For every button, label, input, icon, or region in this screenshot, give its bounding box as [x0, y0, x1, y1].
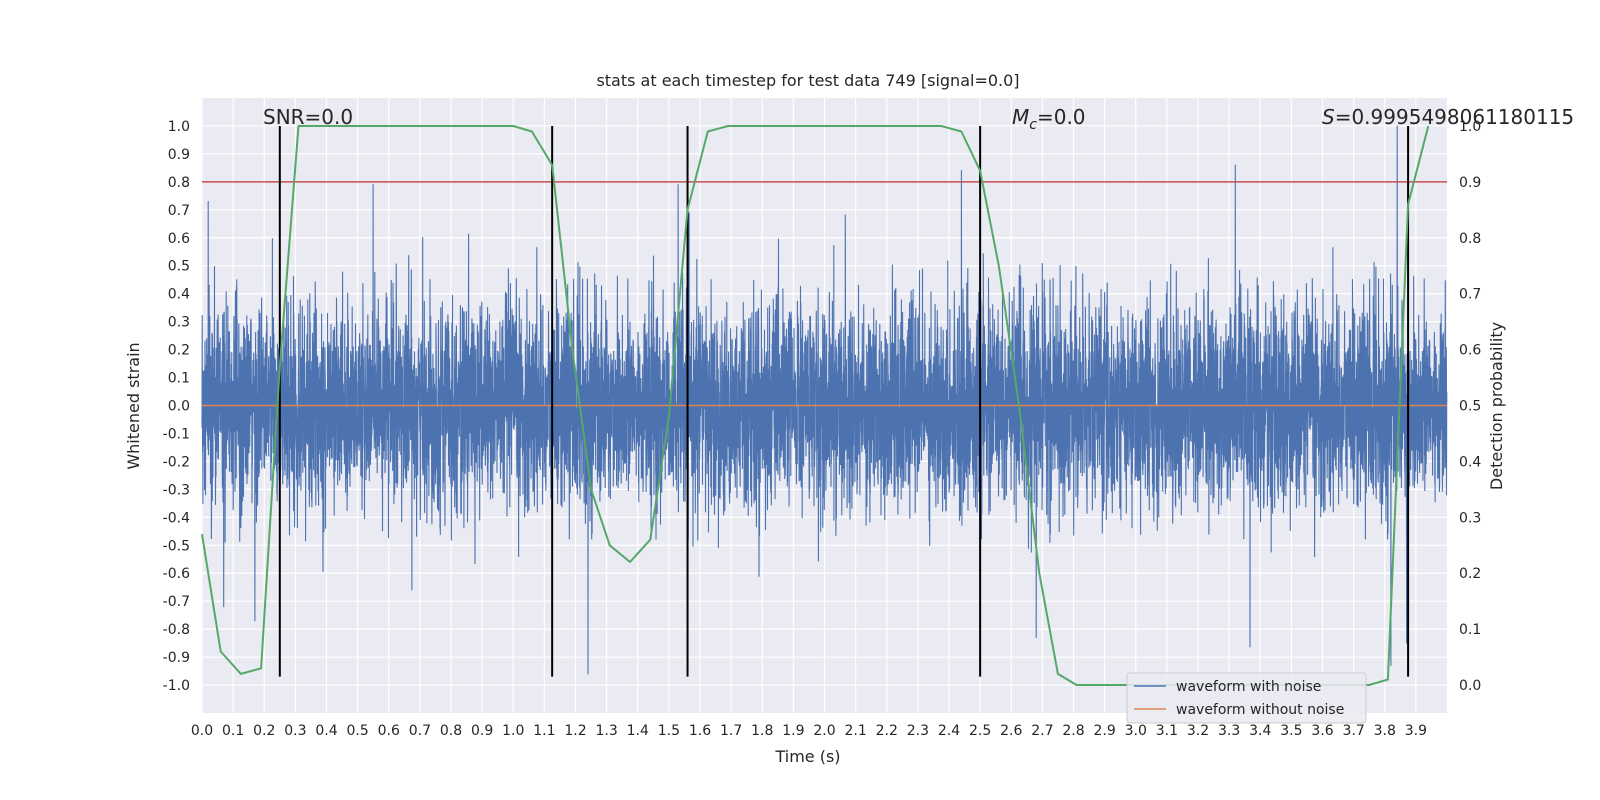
s-annotation: S=0.9995498061180115	[1322, 105, 1574, 129]
y-tick-label: 0.6	[168, 231, 190, 247]
x-tick-label: 2.9	[1093, 723, 1115, 739]
mc-subscript: c	[1029, 117, 1037, 133]
y-tick-label: 0.4	[168, 287, 190, 303]
series-waveform-with-noise	[201, 125, 1448, 675]
x-tick-label: 2.7	[1031, 723, 1053, 739]
mc-annotation: Mc=0.0	[1012, 105, 1086, 133]
x-tick-label: 3.9	[1405, 723, 1427, 739]
y-tick-label: 0.5	[168, 259, 190, 275]
x-tick-label: 2.1	[844, 723, 866, 739]
y2-tick-label: 0.6	[1459, 343, 1481, 359]
y-tick-label: 0.1	[168, 371, 190, 387]
y-tick-label: 0.2	[168, 343, 190, 359]
x-tick-label: 3.6	[1311, 723, 1333, 739]
x-tick-label: 3.3	[1218, 723, 1240, 739]
x-tick-label: 2.5	[969, 723, 991, 739]
y2-tick-label: 0.2	[1459, 566, 1481, 582]
y-tick-label: -0.5	[163, 538, 190, 554]
y2-tick-label: 0.8	[1459, 231, 1481, 247]
y-tick-label: -0.6	[163, 566, 190, 582]
x-tick-label: 2.8	[1062, 723, 1084, 739]
y-tick-label: 1.0	[168, 119, 190, 135]
y-tick-label: 0.0	[168, 399, 190, 415]
x-tick-label: 1.5	[658, 723, 680, 739]
x-tick-label: 1.3	[595, 723, 617, 739]
x-tick-label: 0.4	[315, 723, 337, 739]
x-axis-label: Time (s)	[774, 747, 840, 766]
legend-box	[1126, 672, 1367, 724]
x-tick-label: 1.2	[564, 723, 586, 739]
x-tick-label: 1.7	[720, 723, 742, 739]
legend-label-clean: waveform without noise	[1176, 702, 1344, 718]
x-tick-label: 3.2	[1187, 723, 1209, 739]
y2-tick-label: 0.9	[1459, 175, 1481, 191]
y2-tick-label: 0.0	[1459, 678, 1481, 694]
s-symbol: S	[1322, 105, 1335, 129]
y2-axis-ticks: 1.0 0.9 0.8 0.7 0.6 0.5 0.4 0.3 0.2 0.1 0.0	[1459, 119, 1481, 694]
x-tick-label: 0.0	[191, 723, 213, 739]
snr-annotation: SNR=0.0	[263, 105, 353, 129]
x-axis-ticks: 0.0 0.1 0.2 0.3 0.4 0.5 0.6 0.7 0.8 0.9 1.0 1.1 1.2 1…	[191, 723, 1427, 739]
x-tick-label: 1.1	[533, 723, 555, 739]
x-tick-label: 1.0	[502, 723, 524, 739]
mc-symbol: M	[1012, 105, 1029, 129]
y-axis-ticks: 1.0 0.9 0.8 0.7 0.6 0.5 0.4 0.3 0.2 0.1 0.0 -0.1 -0.…	[163, 119, 190, 694]
y-tick-label: -0.2	[163, 454, 190, 470]
y2-tick-label: 0.5	[1459, 399, 1481, 415]
x-tick-label: 0.6	[378, 723, 400, 739]
y2-tick-label: 1.0	[1459, 119, 1481, 135]
x-tick-label: 0.5	[346, 723, 368, 739]
x-tick-label: 1.4	[627, 723, 649, 739]
x-tick-label: 1.9	[782, 723, 804, 739]
chart-title: stats at each timestep for test data 749…	[596, 71, 1019, 90]
x-tick-label: 1.8	[751, 723, 773, 739]
x-tick-label: 3.4	[1249, 723, 1271, 739]
y2-tick-label: 0.7	[1459, 287, 1481, 303]
x-tick-label: 2.2	[876, 723, 898, 739]
x-tick-label: 2.6	[1000, 723, 1022, 739]
y-tick-label: -0.3	[163, 482, 190, 498]
y2-tick-label: 0.1	[1459, 622, 1481, 638]
y-tick-label: -0.7	[163, 594, 190, 610]
y-tick-label: -0.4	[163, 510, 190, 526]
y-tick-label: -0.9	[163, 650, 190, 666]
x-tick-label: 0.3	[284, 723, 306, 739]
mc-value: =0.0	[1037, 105, 1086, 129]
y-tick-label: 0.3	[168, 315, 190, 331]
y-tick-label: -0.1	[163, 426, 190, 442]
y-tick-label: 0.9	[168, 147, 190, 163]
x-tick-label: 3.0	[1125, 723, 1147, 739]
y-tick-label: 0.7	[168, 203, 190, 219]
x-tick-label: 2.3	[907, 723, 929, 739]
y2-axis-label: Detection probability	[1487, 322, 1506, 490]
s-value: =0.9995498061180115	[1335, 105, 1574, 129]
legend: waveform with noise waveform without noi…	[1126, 672, 1367, 724]
x-tick-label: 1.6	[689, 723, 711, 739]
x-tick-label: 0.9	[471, 723, 493, 739]
x-tick-label: 0.1	[222, 723, 244, 739]
x-tick-label: 0.2	[253, 723, 275, 739]
x-tick-label: 3.8	[1374, 723, 1396, 739]
x-tick-label: 3.7	[1342, 723, 1364, 739]
y2-tick-label: 0.3	[1459, 510, 1481, 526]
y2-tick-label: 0.4	[1459, 454, 1481, 470]
x-tick-label: 0.7	[409, 723, 431, 739]
legend-label-noise: waveform with noise	[1176, 679, 1321, 695]
x-tick-label: 2.0	[813, 723, 835, 739]
x-tick-label: 0.8	[440, 723, 462, 739]
x-tick-label: 2.4	[938, 723, 960, 739]
x-tick-label: 3.1	[1156, 723, 1178, 739]
y-axis-label: Whitened strain	[124, 342, 143, 469]
y-tick-label: -1.0	[163, 678, 190, 694]
waveform-with-noise-line	[201, 125, 1448, 675]
y-tick-label: -0.8	[163, 622, 190, 638]
y-tick-label: 0.8	[168, 175, 190, 191]
x-tick-label: 3.5	[1280, 723, 1302, 739]
